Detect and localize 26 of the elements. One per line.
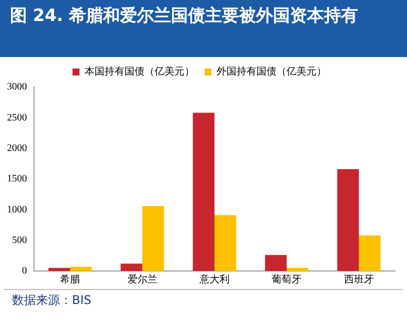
- y-tick-label: 1000: [7, 204, 27, 216]
- y-tick-label: 3000: [7, 82, 27, 93]
- bar: [214, 215, 236, 271]
- bar: [337, 169, 359, 271]
- bar: [192, 112, 214, 271]
- chart-title: 图 24. 希腊和爱尔兰国债主要被外国资本持有: [0, 0, 407, 57]
- bar: [70, 266, 92, 271]
- bar: [286, 268, 308, 271]
- bar: [48, 268, 70, 271]
- bar: [142, 206, 164, 271]
- x-tick-label: 希腊: [60, 274, 80, 286]
- y-tick-label: 1500: [7, 174, 27, 185]
- legend-label: 外国持有国债（亿美元）: [216, 66, 326, 78]
- y-tick-label: 0: [22, 266, 27, 277]
- x-tick-label: 西班牙: [344, 274, 374, 286]
- bar: [120, 264, 142, 271]
- legend-label: 本国持有国债（亿美元）: [84, 66, 194, 78]
- x-tick-label: 爱尔兰: [127, 274, 158, 286]
- x-tick-label: 意大利: [198, 274, 230, 286]
- x-tick-label: 葡萄牙: [272, 274, 302, 286]
- bar: [265, 255, 287, 271]
- source-note: 数据来源：BIS: [4, 289, 403, 311]
- bar: [358, 235, 381, 271]
- y-tick-label: 2000: [7, 142, 27, 154]
- y-tick-label: 500: [12, 234, 27, 246]
- y-tick-label: 2500: [7, 112, 27, 124]
